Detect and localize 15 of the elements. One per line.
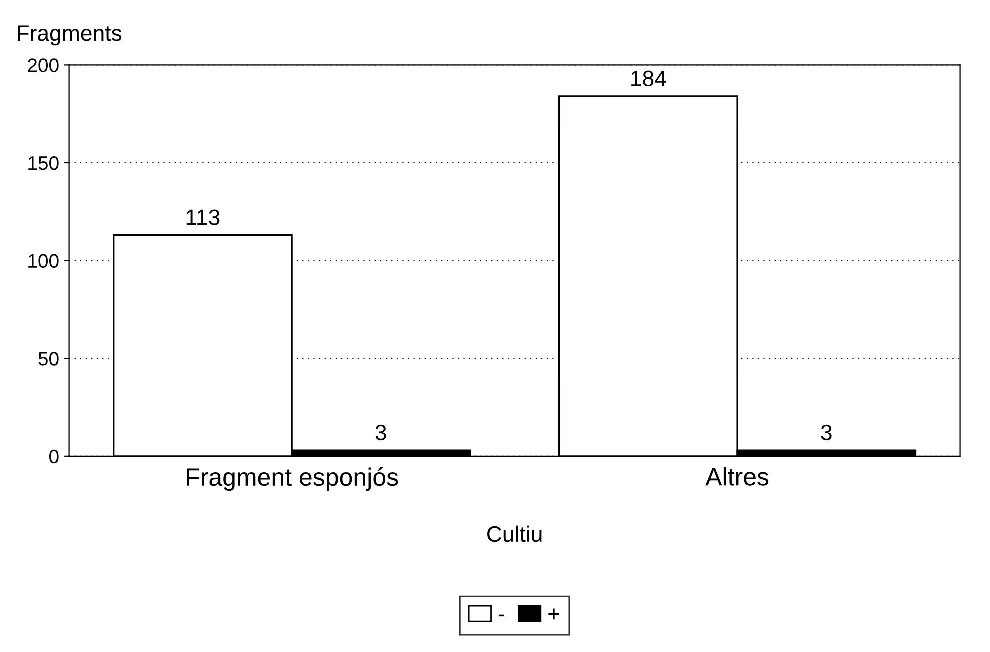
y-tick-label: 100 <box>28 254 59 268</box>
data-label: 184 <box>632 70 666 87</box>
y-tick-label: 200 <box>28 58 59 72</box>
x-tick-label: Altres <box>706 468 769 486</box>
x-tick-label: Fragment esponjós <box>187 468 398 492</box>
y-axis-title: Fragments <box>18 26 122 46</box>
y-tick-label: 0 <box>50 450 59 464</box>
data-label: 113 <box>186 210 220 226</box>
legend-label: + <box>548 608 560 620</box>
y-tick-label: 150 <box>28 156 59 170</box>
y-tick-label: 50 <box>38 352 59 366</box>
data-label: 3 <box>821 424 832 441</box>
x-axis-title: Cultiu <box>488 526 542 542</box>
legend-label: - <box>498 614 504 617</box>
data-label: 3 <box>376 424 386 441</box>
